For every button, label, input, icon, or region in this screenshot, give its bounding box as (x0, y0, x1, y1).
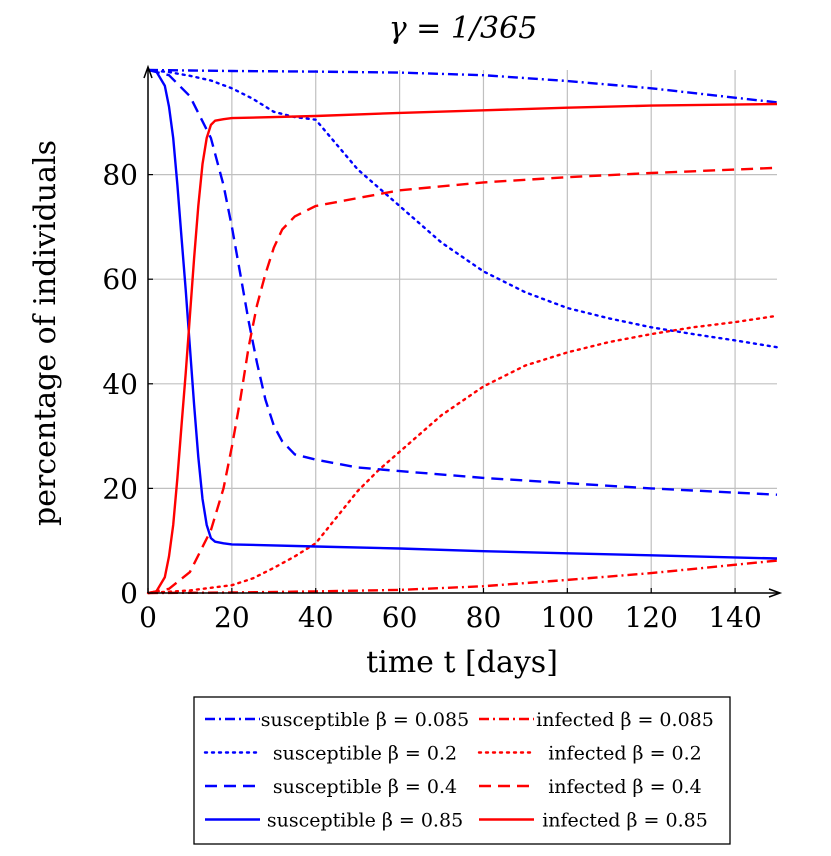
axes (143, 64, 783, 598)
legend-label-3: infected β = 0.2 (548, 743, 702, 765)
series-line-0 (147, 68, 778, 104)
series-line-1 (147, 559, 778, 595)
legend-box (193, 696, 731, 845)
legend-label-6: susceptible β = 0.85 (267, 810, 463, 832)
y-tick-label: 60 (102, 263, 138, 296)
legend-label-2: susceptible β = 0.2 (273, 743, 457, 765)
y-tick-label: 40 (102, 368, 138, 401)
y-tick-label: 0 (120, 577, 138, 610)
series-line-4 (147, 68, 778, 496)
x-tick-label: 0 (139, 601, 157, 634)
x-axis-arrow (768, 588, 783, 598)
x-tick-label: 100 (541, 601, 594, 634)
legend-label-4: susceptible β = 0.4 (273, 776, 457, 798)
series-line-7 (147, 102, 778, 595)
series-line-5 (147, 166, 778, 595)
x-tick-label: 60 (382, 601, 418, 634)
x-axis-ticks: 0 20 40 60 80 100 120 140 (139, 588, 762, 634)
grid-lines (148, 70, 777, 593)
x-axis-label: time t [days] (366, 645, 558, 680)
series-line-2 (146, 68, 779, 349)
x-tick-label: 40 (298, 601, 334, 634)
legend: susceptible β = 0.085 infected β = 0.085 s… (193, 696, 731, 845)
y-axis-ticks: 0 20 40 60 80 (102, 159, 153, 610)
chart-title: γ = 1/365 (389, 11, 538, 46)
y-tick-label: 80 (102, 159, 138, 192)
legend-label-0: susceptible β = 0.085 (261, 709, 469, 731)
series-line-6 (147, 68, 778, 560)
legend-label-1: infected β = 0.085 (536, 709, 714, 731)
data-series (146, 68, 779, 595)
series-line-3 (146, 314, 779, 595)
x-tick-label: 20 (214, 601, 250, 634)
y-axis-label: percentage of individuals (28, 140, 63, 526)
x-tick-label: 140 (708, 601, 761, 634)
legend-label-5: infected β = 0.4 (548, 776, 702, 798)
x-tick-label: 120 (624, 601, 677, 634)
legend-label-7: infected β = 0.85 (542, 810, 708, 832)
y-tick-label: 20 (102, 472, 138, 505)
y-axis-arrow (143, 64, 153, 79)
x-tick-label: 80 (466, 601, 502, 634)
